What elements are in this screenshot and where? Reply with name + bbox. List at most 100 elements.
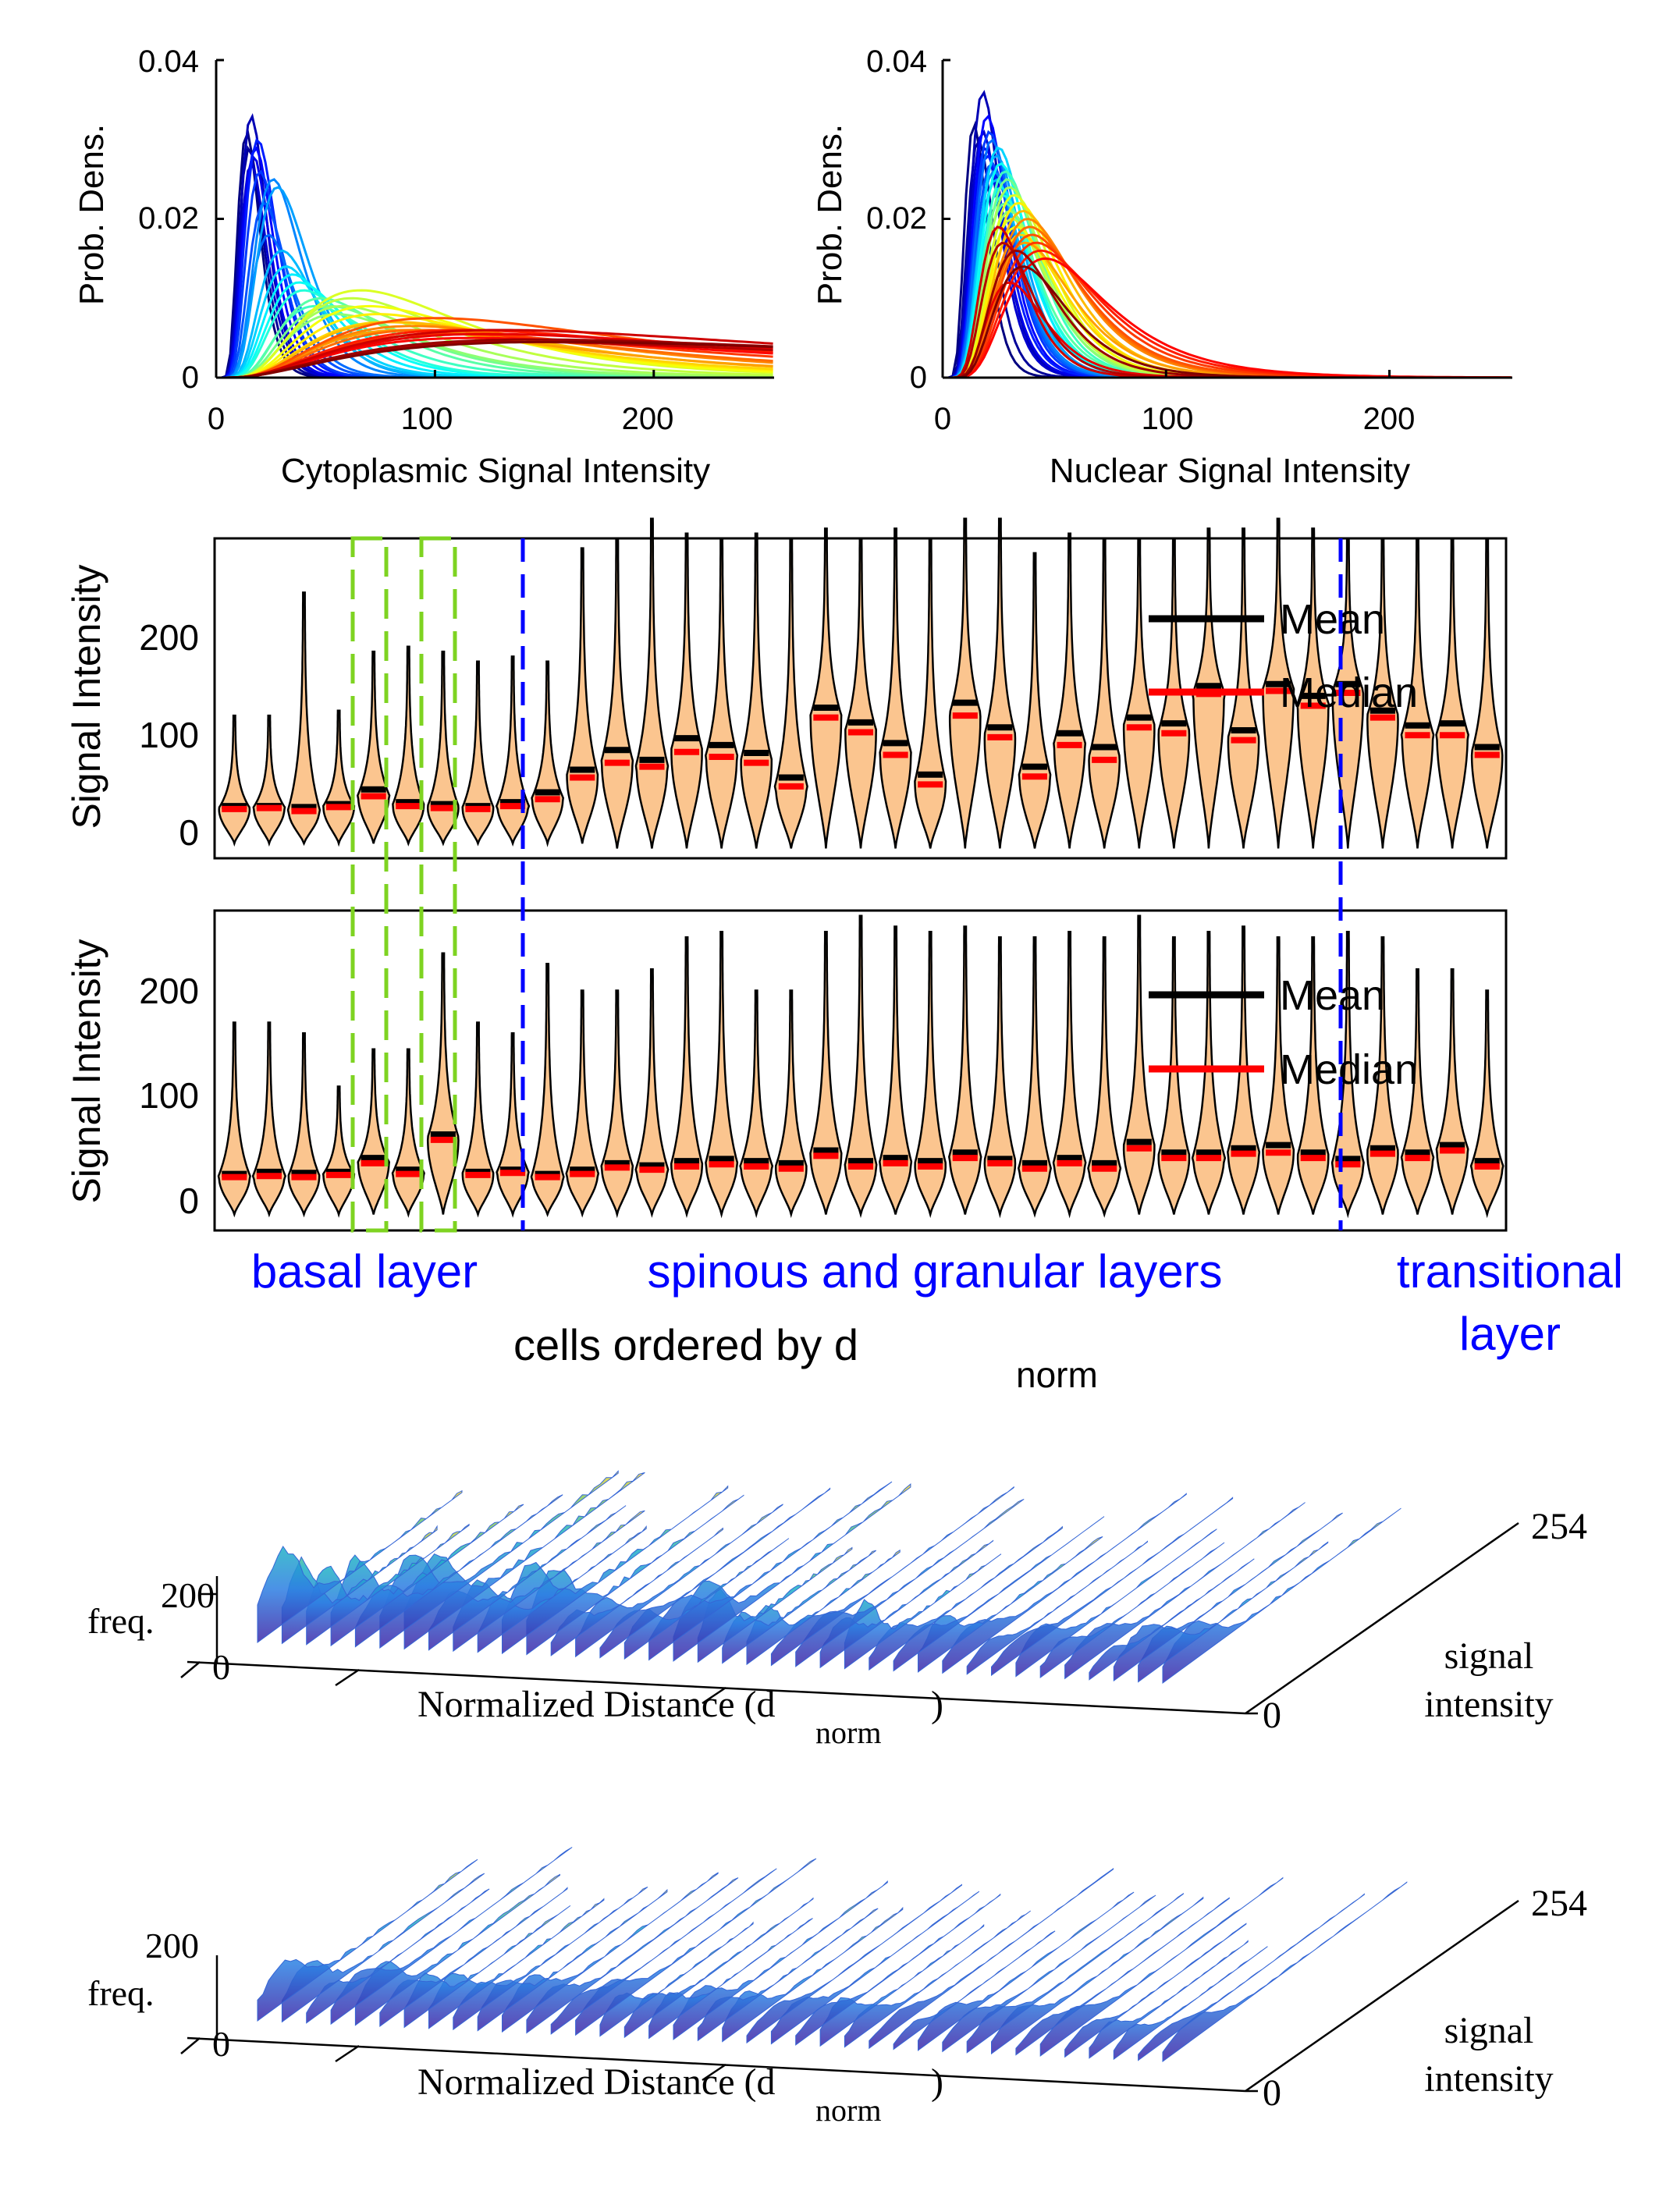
violin	[217, 1021, 251, 1218]
nuc-3d-zlabel: freq.	[87, 1973, 155, 2013]
violin	[809, 527, 843, 849]
violin	[218, 714, 251, 847]
violin	[426, 952, 460, 1215]
nuc-density-curves	[943, 90, 1512, 379]
cyto-density-curves	[217, 113, 773, 379]
violin	[983, 517, 1017, 849]
legend-median-label: Median	[1280, 1046, 1418, 1093]
violin	[322, 709, 356, 847]
histogram-ridge	[966, 1540, 1148, 1675]
transitional-layer-label-1: transitional	[1397, 1245, 1623, 1298]
violin	[1435, 537, 1469, 849]
violin	[1470, 537, 1504, 849]
violin	[914, 537, 947, 849]
nuc-density-panel: 0.04 0.02 0 0 100 200 Nuclear Signal Int…	[811, 44, 1512, 490]
histogram-ridge	[306, 1523, 470, 1646]
violin	[287, 1031, 321, 1218]
cyto-xtick-100: 100	[401, 402, 453, 436]
nuc-xtick-0: 0	[934, 402, 951, 436]
highlight-box-2	[419, 536, 457, 1233]
violin	[461, 1021, 495, 1218]
violin	[495, 655, 531, 847]
cyto-density-ylabel: Prob. Dens.	[73, 124, 111, 305]
cyto-violin-panel: 200 100 0 Signal Intensity Mean Median	[65, 517, 1508, 860]
violin	[1366, 537, 1399, 849]
histogram-ridge	[893, 1930, 1056, 2050]
histogram-ridge	[330, 1847, 573, 2026]
highlight-box-1	[350, 536, 389, 1233]
histogram-ridge	[722, 1906, 904, 2043]
violin	[461, 660, 495, 847]
violin	[634, 968, 670, 1218]
cyto-3d-depth-axis	[1245, 1521, 1519, 1715]
histogram-ridge	[281, 1873, 485, 2023]
cyto-3d-panel: 200 0 freq. Normalized Distance (d norm …	[87, 1470, 1587, 1750]
histogram-ridge	[1064, 1923, 1247, 2058]
nuc-3d-ytick-0: 0	[1263, 2072, 1281, 2114]
nuc-3d-ridges	[257, 1847, 1408, 2062]
histogram-ridge	[1162, 1507, 1401, 1684]
cyto-density-xlabel: Cytoplasmic Signal Intensity	[281, 452, 710, 490]
histogram-ridge	[453, 1510, 645, 1653]
violin	[948, 517, 982, 849]
histogram-ridge	[354, 1873, 560, 2026]
violin	[1122, 914, 1156, 1215]
violin	[531, 660, 564, 847]
violin	[1400, 537, 1435, 849]
nuc-3d-x-tick	[702, 2063, 726, 2082]
cyto-3d-xlabel-close: )	[931, 1684, 943, 1725]
violin	[705, 931, 739, 1219]
nuc-ytick-0.02: 0.02	[866, 201, 927, 236]
basal-layer-label: basal layer	[251, 1245, 478, 1298]
histogram-ridge	[722, 1550, 876, 1664]
nuc-3d-xlabel-close: )	[931, 2061, 943, 2103]
histogram-ridge	[257, 1489, 463, 1643]
histogram-ridge	[403, 1472, 645, 1650]
legend-mean-label: Mean	[1280, 596, 1385, 643]
violin	[1122, 537, 1156, 849]
violin	[321, 1085, 356, 1218]
histogram-ridge	[918, 1536, 1103, 1673]
cyto-3d-x-tick	[702, 1686, 726, 1705]
violin	[844, 914, 878, 1219]
spinous-layer-label: spinous and granular layers	[647, 1245, 1222, 1298]
cyto-violin-ylabel: Signal Intensity	[65, 564, 108, 829]
density-curve	[217, 313, 773, 379]
nuc-ytick-0.04: 0.04	[866, 44, 927, 79]
violin	[809, 931, 843, 1215]
nuc-violin-legend: Mean Median	[1149, 972, 1418, 1093]
cyto-density-ticks	[215, 59, 655, 379]
histogram-ridge	[673, 1880, 888, 2040]
nuc-xtick-100: 100	[1142, 402, 1194, 436]
histogram-ridge	[1089, 1558, 1255, 1681]
nuc-violins	[217, 914, 1504, 1219]
violin	[879, 527, 912, 849]
histogram-ridge	[1113, 1512, 1343, 1682]
layer-labels: basal layer spinous and granular layers …	[251, 1245, 1623, 1395]
nuc-3d-x-tick	[335, 2044, 360, 2063]
histogram-ridge	[502, 1485, 729, 1655]
violin	[634, 517, 670, 849]
histogram-ridge	[1113, 1946, 1268, 2061]
violin	[1366, 936, 1399, 1215]
nuc-3d-ytick-254: 254	[1531, 1883, 1587, 1924]
cyto-violin-ytick-200: 200	[139, 617, 199, 658]
violin	[1296, 527, 1330, 849]
violin	[600, 537, 634, 849]
histogram-ridge	[648, 1481, 893, 1661]
violin	[392, 645, 425, 847]
histogram-ridge	[869, 1868, 1114, 2050]
histogram-ridge	[257, 1859, 478, 2022]
cyto-3d-ylabel-1: signal	[1444, 1635, 1534, 1677]
cyto-violin-ytick-100: 100	[139, 715, 199, 755]
cells-ordered-caption: cells ordered by d	[513, 1320, 858, 1369]
violin	[879, 925, 913, 1215]
cyto-xtick-200: 200	[622, 402, 674, 436]
histogram-ridge	[991, 1497, 1234, 1677]
violin	[739, 989, 774, 1219]
histogram-ridge	[844, 1553, 1002, 1670]
nuc-violin-ytick-0: 0	[179, 1181, 199, 1221]
histogram-ridge	[575, 1858, 817, 2036]
histogram-ridge	[648, 1918, 813, 2040]
